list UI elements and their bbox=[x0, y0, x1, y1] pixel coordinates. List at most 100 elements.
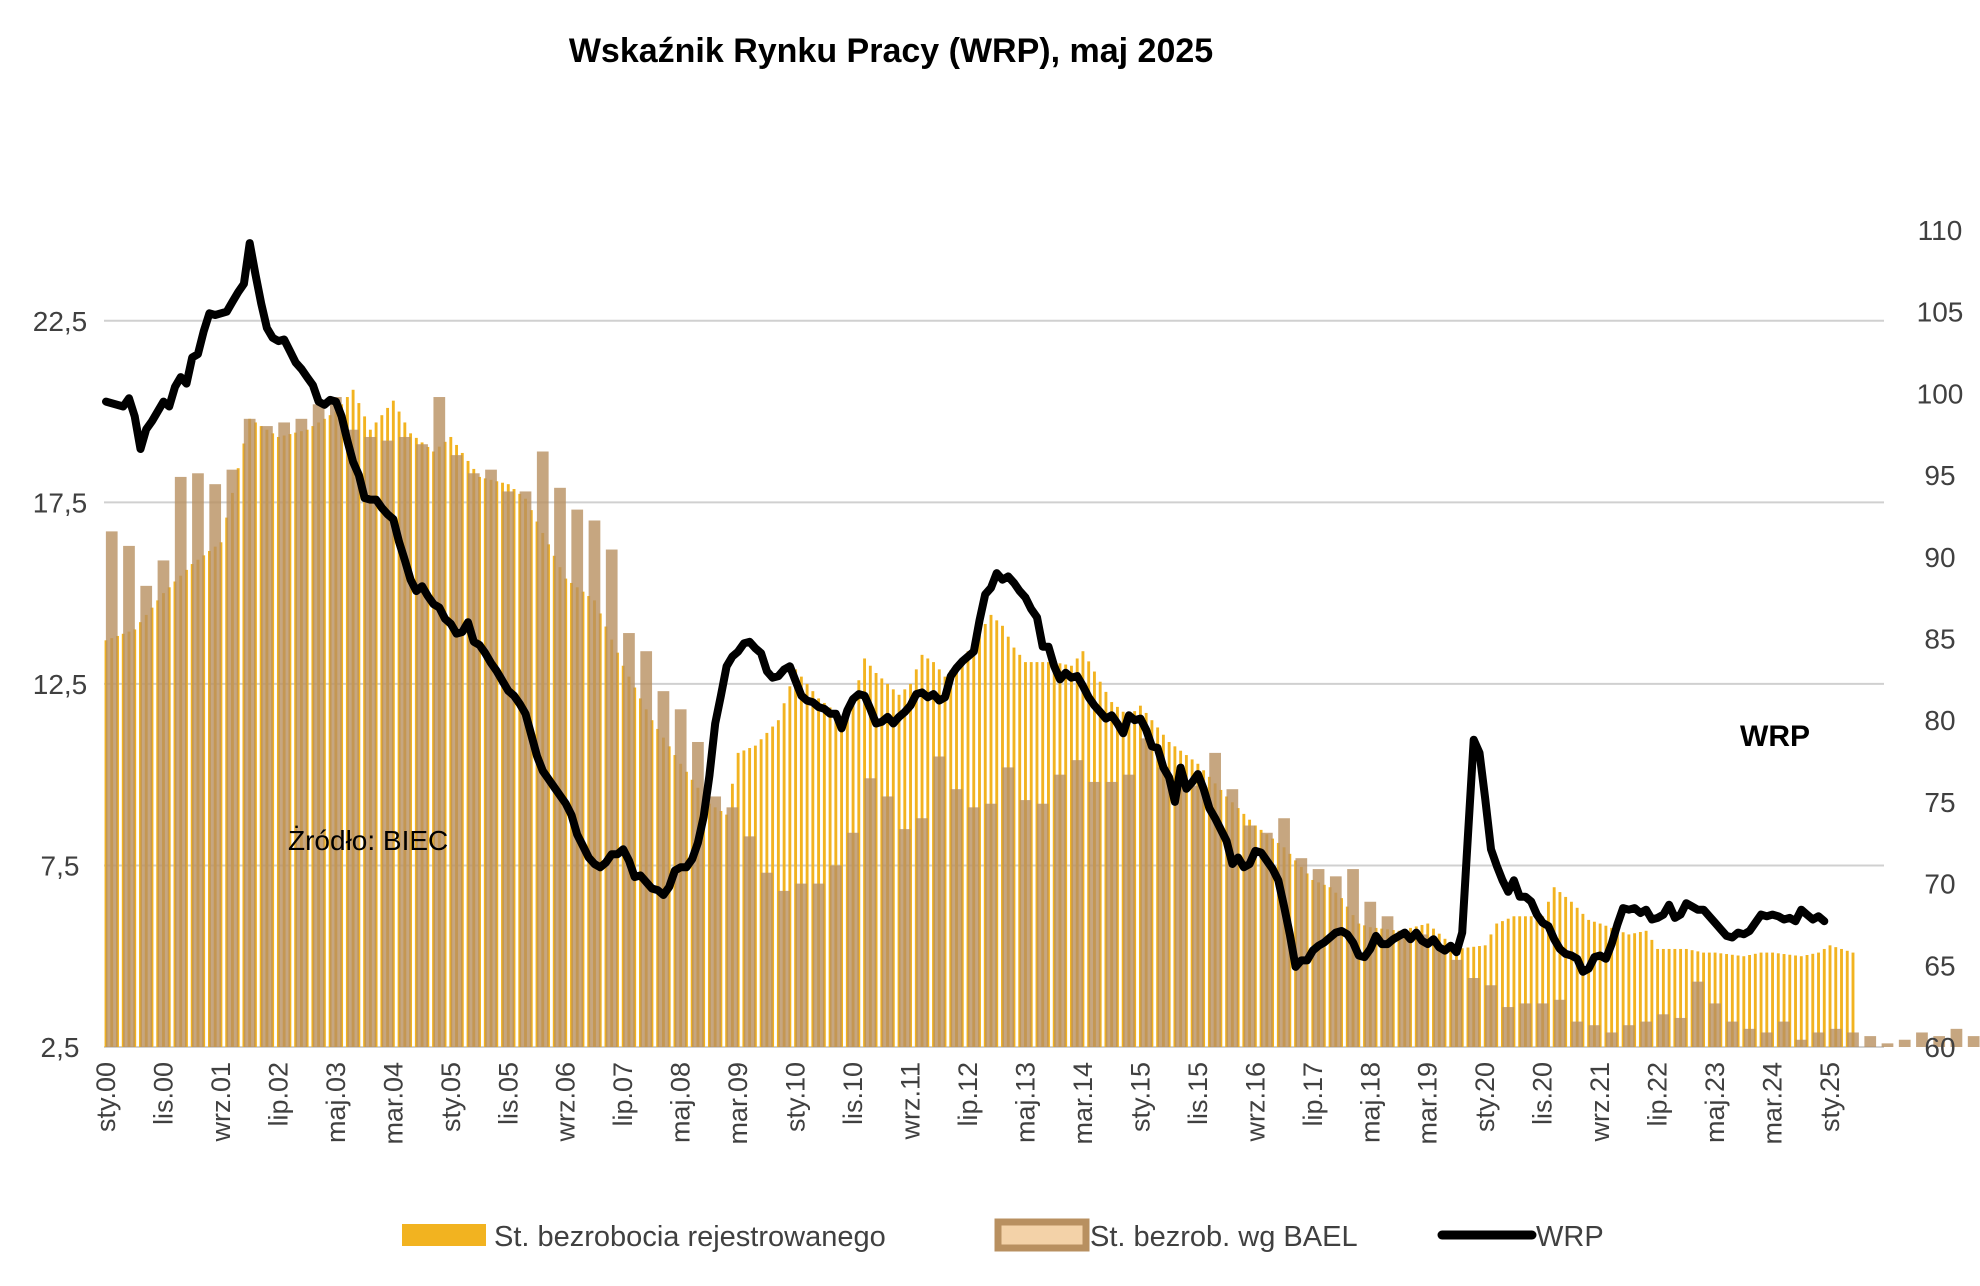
x-tick-label: maj.03 bbox=[321, 1062, 351, 1143]
bar-registered bbox=[1615, 930, 1619, 1047]
bar-bael bbox=[1795, 1039, 1808, 1047]
y-right-tick-label: 80 bbox=[1924, 705, 1955, 736]
legend-swatch-bael bbox=[994, 1218, 1090, 1252]
x-tick-label: wrz.06 bbox=[551, 1062, 581, 1143]
legend-swatch-registered bbox=[402, 1224, 486, 1246]
bar-bael bbox=[709, 796, 722, 1047]
bar-bael bbox=[950, 789, 963, 1047]
bar-bael bbox=[1123, 774, 1135, 1047]
bar-registered bbox=[805, 683, 809, 1047]
bar-bael bbox=[1916, 1032, 1928, 1047]
bar-registered bbox=[1650, 939, 1654, 1047]
bar-bael bbox=[1433, 945, 1446, 1047]
bar-bael bbox=[1709, 1003, 1721, 1047]
x-tick-label: lip.02 bbox=[263, 1062, 293, 1127]
bar-bael bbox=[933, 756, 946, 1047]
x-tick-label: mar.09 bbox=[723, 1062, 753, 1145]
bar-bael bbox=[1933, 1036, 1946, 1047]
bar-registered bbox=[1667, 948, 1671, 1047]
legend-label-registered: St. bezrobocia rejestrowanego bbox=[494, 1221, 886, 1253]
bar-bael bbox=[1691, 981, 1704, 1047]
bar-bael bbox=[847, 832, 859, 1047]
bar-bael bbox=[519, 491, 532, 1047]
bar-bael bbox=[485, 469, 497, 1047]
bar-bael bbox=[1381, 916, 1394, 1047]
bar-bael bbox=[1036, 803, 1049, 1047]
bar-registered bbox=[1811, 953, 1815, 1047]
bar-registered bbox=[1546, 901, 1550, 1047]
bar-bael bbox=[1536, 1003, 1549, 1047]
bar-registered bbox=[1518, 916, 1522, 1047]
bar-registered bbox=[1776, 953, 1780, 1047]
bar-registered bbox=[1730, 954, 1734, 1047]
bar-registered bbox=[782, 703, 786, 1047]
x-axis-ticks: sty.00 lis.00 wrz.01 lip.02 maj.03 mar.04 sty.… bbox=[91, 1062, 1845, 1145]
bar-bael bbox=[1467, 978, 1480, 1047]
chart-title: Wskaźnik Rynku Pracy (WRP), maj 2025 bbox=[569, 32, 1213, 70]
bar-bael bbox=[123, 545, 135, 1047]
bar-bael bbox=[536, 451, 549, 1047]
y-left-tick-label: 17,5 bbox=[33, 487, 88, 518]
bar-registered bbox=[1851, 952, 1855, 1047]
bar-registered bbox=[1834, 947, 1838, 1047]
bar-registered bbox=[1661, 948, 1665, 1047]
bar-registered bbox=[1633, 933, 1637, 1047]
bar-bael bbox=[1295, 858, 1308, 1047]
y-right-tick-label: 100 bbox=[1917, 378, 1964, 409]
bar-registered bbox=[1575, 907, 1579, 1047]
bar-bael bbox=[1260, 832, 1273, 1047]
bars-bael-unemployment bbox=[105, 397, 1980, 1048]
bar-bael bbox=[881, 796, 894, 1047]
y-right-tick-label: 110 bbox=[1918, 215, 1963, 246]
bar-registered bbox=[1840, 948, 1843, 1047]
bar-bael bbox=[209, 484, 222, 1048]
bar-bael bbox=[1019, 800, 1032, 1047]
bar-registered bbox=[1627, 934, 1631, 1047]
bar-bael bbox=[778, 890, 790, 1047]
y-left-tick-label: 12,5 bbox=[33, 669, 88, 700]
bar-bael bbox=[364, 436, 377, 1047]
bar-bael bbox=[1157, 767, 1170, 1047]
bar-registered bbox=[1822, 948, 1826, 1047]
bar-bael bbox=[1243, 825, 1256, 1047]
bar-bael bbox=[1002, 767, 1015, 1047]
x-tick-label: mar.24 bbox=[1758, 1062, 1788, 1145]
bar-registered bbox=[1788, 954, 1792, 1047]
bar-bael bbox=[1726, 1021, 1739, 1047]
bar-bael bbox=[1967, 1036, 1980, 1047]
bar-registered bbox=[1707, 952, 1711, 1047]
y-right-tick-label: 75 bbox=[1924, 787, 1955, 818]
bar-bael bbox=[571, 509, 584, 1047]
bar-bael bbox=[174, 476, 187, 1048]
y-left-tick-label: 22,5 bbox=[33, 306, 88, 337]
bar-bael bbox=[1071, 760, 1084, 1047]
bar-bael bbox=[1278, 818, 1290, 1047]
bar-bael bbox=[450, 455, 463, 1047]
bar-registered bbox=[1569, 901, 1573, 1047]
x-tick-label: wrz.11 bbox=[896, 1062, 926, 1141]
bar-registered bbox=[1541, 916, 1545, 1047]
bar-registered bbox=[1805, 955, 1809, 1047]
y-right-tick-label: 95 bbox=[1924, 460, 1955, 491]
x-tick-label: maj.13 bbox=[1010, 1062, 1040, 1143]
bar-registered bbox=[1828, 945, 1832, 1047]
bar-bael bbox=[278, 422, 291, 1048]
x-tick-label: wrz.21 bbox=[1585, 1062, 1615, 1143]
x-tick-label: sty.25 bbox=[1815, 1062, 1845, 1132]
bar-registered bbox=[1782, 954, 1786, 1047]
x-tick-label: sty.10 bbox=[781, 1062, 811, 1132]
bar-bael bbox=[1398, 930, 1411, 1047]
bar-bael bbox=[1829, 1028, 1842, 1047]
bar-bael bbox=[105, 531, 118, 1047]
bar-bael bbox=[1640, 1021, 1652, 1047]
bar-bael bbox=[330, 397, 342, 1047]
bar-bael bbox=[864, 778, 877, 1047]
bar-bael bbox=[1623, 1025, 1635, 1047]
bar-registered bbox=[1759, 952, 1763, 1047]
bar-bael bbox=[916, 818, 928, 1047]
bar-bael bbox=[1743, 1028, 1756, 1047]
bar-registered bbox=[1587, 919, 1591, 1047]
bar-bael bbox=[1140, 738, 1153, 1047]
x-tick-label: lis.10 bbox=[838, 1062, 868, 1125]
